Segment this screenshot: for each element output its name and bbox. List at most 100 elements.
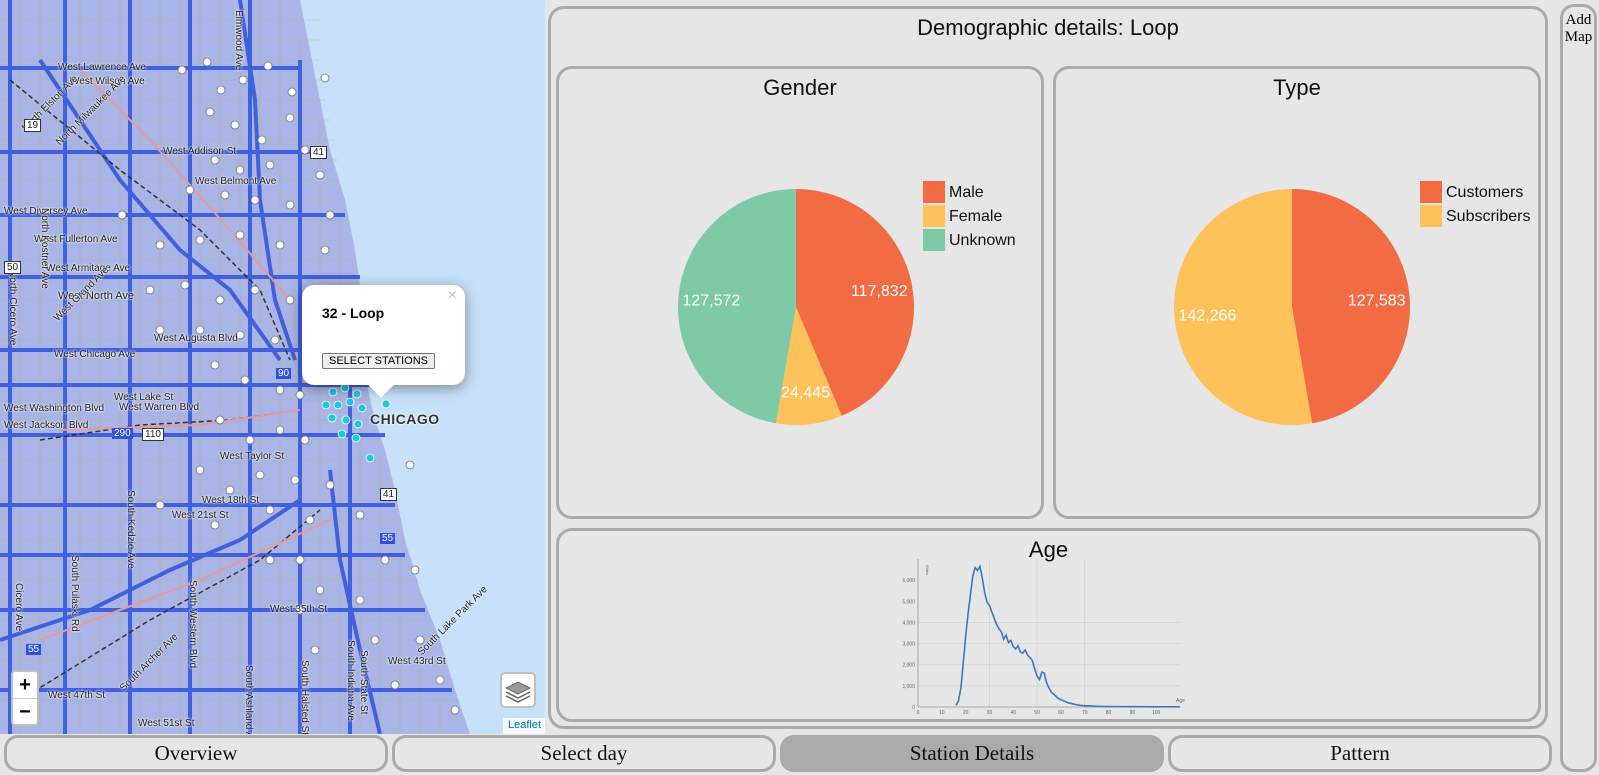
pie-slice-subscribers[interactable] [1174,189,1313,425]
y-tick-label: 3,000 [902,642,915,648]
legend-label: Male [949,184,984,201]
legend-label: Unknown [949,232,1016,249]
age-series-line[interactable] [955,564,1180,708]
street-label: West Chicago Ave [54,349,136,360]
highway-shield: 110 [142,428,164,441]
street-label: West Jackson Blvd [4,420,89,431]
age-chart-title: Age [1028,537,1069,562]
y-tick-label: 2,000 [902,663,915,669]
street-label: West 18th St [202,495,260,506]
street-label: West Diversey Ave [4,206,88,217]
x-tick-label: 80 [1106,710,1112,716]
age-chart-panel: Age 0 10 20 30 40 50 60 70 80 90 100 0 1,000 2,000 3,0… [556,528,1541,722]
street-label: Cicero Ave [13,583,24,632]
x-tick-label: 60 [1058,710,1064,716]
bike-stations [117,57,460,715]
demographics-heading: Demographic details: Loop [917,15,1179,40]
y-tick-label: 5,000 [902,599,915,605]
x-tick-label: 30 [987,710,993,716]
highway-shield: 55 [26,644,42,655]
street-label: West Warren Blvd [119,402,200,413]
street-label: West 35th St [270,604,328,615]
street-label: West Lake St [114,392,174,403]
gender-chart-title: Gender [763,75,837,100]
select-stations-button[interactable]: SELECT STATIONS [322,353,436,369]
legend-swatch [923,181,945,203]
street-label: West Lawrence Ave [58,62,147,73]
street-label: South Indiana Ave [345,640,356,721]
street-label: West North Ave [58,290,135,302]
street-label: West Addison St [163,146,237,157]
pie-value-label: 142,266 [1178,307,1236,324]
tab-select-day[interactable]: Select day [392,735,776,772]
zoom-in-button[interactable]: + [19,674,31,696]
street-label: Elmwood Ave [233,10,244,71]
x-tick-label: 70 [1082,710,1088,716]
x-tick-label: 40 [1010,710,1016,716]
legend-swatch [923,229,945,251]
selected-stations [321,383,391,463]
gender-chart-panel: Gender 117,832 24,445 127,572 Male Female Unk… [556,66,1044,519]
station-map[interactable]: West Lawrence Ave West Wilson Ave West A… [0,0,545,734]
y-tick-label: 4,000 [902,620,915,626]
x-axis-label: Age [1176,698,1185,704]
highway-shield: 290 [112,428,133,439]
legend-swatch [1420,181,1442,203]
pie-value-label: 127,583 [1348,293,1406,310]
major-roads [0,0,452,734]
x-tick-label: 100 [1152,710,1161,716]
legend-swatch [923,205,945,227]
street-label: West Armitage Ave [46,263,131,274]
x-tick-label: 10 [939,710,945,716]
street-label: West Washington Blvd [4,403,105,414]
street-label: West 51st St [138,718,195,729]
type-chart-panel: Type 127,583 142,266 Customers Subscribers [1053,66,1541,519]
highway-shield: 19 [24,119,42,132]
street-label: South Halsted St [299,660,310,734]
tab-overview[interactable]: Overview [4,735,388,772]
pie-slice-customers[interactable] [1292,189,1410,424]
street-label: North Kostner Ave [39,208,50,289]
legend-label: Subscribers [1446,208,1530,225]
gender-pie-chart: 117,832 24,445 127,572 Male Female Unknown [678,181,1016,425]
layers-button[interactable] [500,672,536,708]
city-label: CHICAGO [370,411,440,427]
type-chart-title: Type [1273,75,1321,100]
pie-slice-male[interactable] [796,189,914,416]
highway-shield: 50 [4,261,22,274]
y-tick-label: 6,000 [902,578,915,584]
tab-station-details[interactable]: Station Details [780,735,1164,772]
street-label: South Kedzie Ave [125,490,136,569]
highway-shield: 41 [310,146,328,159]
street-label: West 43rd St [388,656,446,667]
zoom-out-button[interactable]: − [13,698,37,724]
pie-slice-female[interactable] [775,307,842,425]
view-tabs: Overview Select day Station Details Patt… [4,734,1556,774]
street-label: North Cicero Ave [7,270,18,346]
x-tick-label: 20 [963,710,969,716]
street-label: West Taylor St [220,451,285,462]
y-tick-label: 1,000 [902,684,915,690]
highway-shield: 41 [380,488,398,501]
legend-label: Customers [1446,184,1523,201]
y-tick-label: 0 [912,705,915,711]
pie-slice-unknown[interactable] [678,189,796,424]
add-map-button[interactable]: Add Map [1560,4,1597,772]
street-label: West 21st St [172,510,229,521]
x-tick-label: 50 [1034,710,1040,716]
tab-pattern[interactable]: Pattern [1168,735,1552,772]
street-label: West Belmont Ave [195,176,277,187]
pie-value-label: 127,572 [682,293,740,310]
close-icon[interactable]: × [447,287,457,304]
street-label: West 47th St [48,690,106,701]
zoom-control: + − [11,670,39,726]
pie-value-label: 24,445 [781,384,830,401]
street-label: South Ashland Ave [243,665,254,734]
street-label: South Pulaski Rd [69,555,80,632]
highway-shield: 55 [380,533,396,544]
pie-value-label: 117,832 [851,283,908,300]
station-popup: 32 - Loop × SELECT STATIONS [302,285,465,398]
street-label: West Augusta Blvd [154,333,238,344]
y-axis-label: Rides [925,565,930,575]
leaflet-attribution-link[interactable]: Leaflet [503,718,545,734]
